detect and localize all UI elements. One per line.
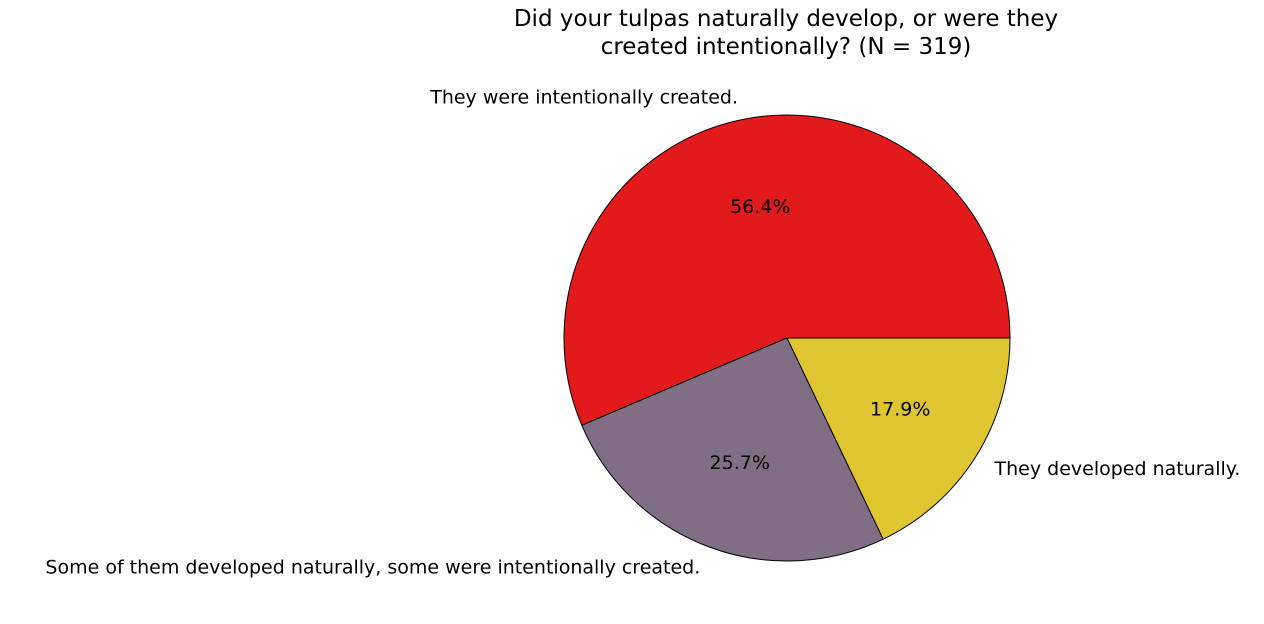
pie-slices — [563, 114, 1011, 562]
pie-slice-2-label: Some of them developed naturally, some w… — [45, 556, 700, 578]
chart-title-line-2: created intentionally? (N = 319) — [601, 34, 972, 60]
pie-slice-3 — [786, 337, 1011, 540]
pie-slice-1-label: They were intentionally created. — [429, 87, 738, 109]
pie-slice-2 — [581, 337, 884, 562]
chart-title-line-1: Did your tulpas naturally develop, or we… — [514, 6, 1058, 32]
pie-slice-3-label: They developed naturally. — [994, 458, 1241, 480]
chart-title: Did your tulpas naturally develop, or we… — [514, 6, 1058, 60]
pie-slice-1 — [563, 114, 1011, 426]
pie-slice-1-percent: 56.4% — [730, 196, 790, 218]
pie-labels: 56.4% They were intentionally created. 25.… — [45, 87, 1240, 579]
pie-slice-2-percent: 25.7% — [710, 452, 770, 474]
pie-slice-3-percent: 17.9% — [870, 398, 930, 420]
